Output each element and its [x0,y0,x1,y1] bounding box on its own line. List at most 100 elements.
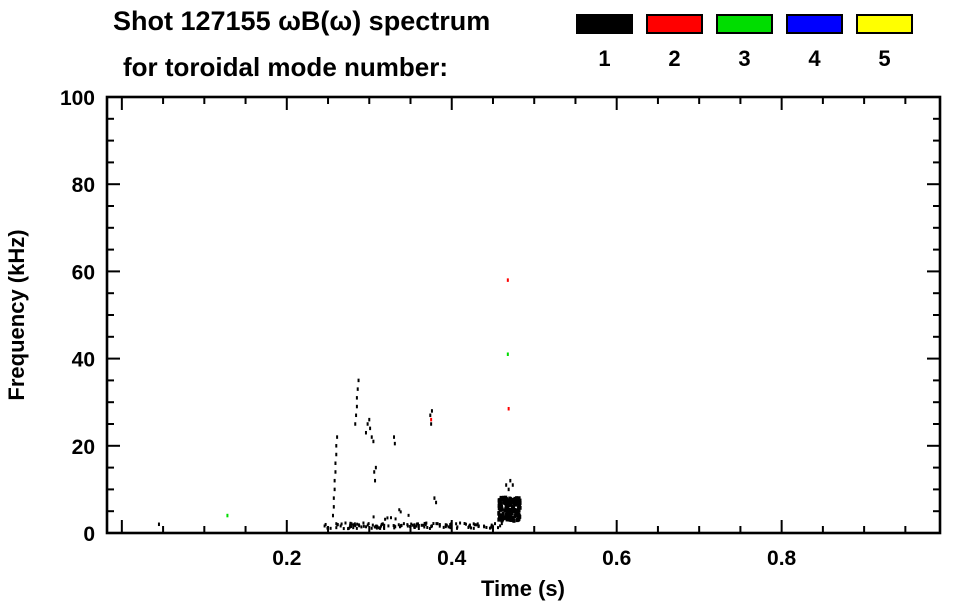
data-point-mode-1 [450,521,453,525]
data-point-mode-1 [362,521,365,525]
data-point-mode-1 [467,525,470,529]
data-point-mode-1 [342,527,345,531]
data-point-mode-1 [435,500,438,505]
data-point-mode-1 [329,526,332,530]
data-point-mode-1 [507,487,510,492]
legend-label-mode-1: 1 [598,46,611,71]
data-point-mode-1 [423,521,426,525]
data-point-mode-1 [509,508,513,513]
data-point-mode-1 [488,526,491,530]
data-point-mode-1 [355,404,358,409]
data-point-mode-1 [509,478,512,483]
data-point-mode-1 [444,525,447,529]
data-point-mode-1 [514,511,518,516]
data-point-mode-3 [506,352,509,356]
y-tick-label: 40 [72,349,95,372]
data-point-mode-1 [505,512,509,517]
data-point-mode-1 [366,523,369,527]
data-point-mode-1 [370,526,373,530]
data-point-mode-1 [429,413,432,418]
legend-swatch-mode-2 [646,14,703,34]
data-point-mode-1 [423,525,426,529]
data-point-mode-1 [500,515,504,520]
data-point-mode-1 [365,525,368,529]
data-point-mode-1 [502,496,506,501]
data-point-mode-1 [490,523,493,527]
data-point-mode-1 [425,521,428,525]
data-point-mode-1 [433,496,436,500]
legend-item-mode-2: 2 [646,14,703,70]
chart-subtitle: for toroidal mode number: [123,52,448,82]
data-point-mode-1 [497,526,500,530]
y-tick-label: 0 [83,523,95,546]
data-point-mode-1 [407,513,410,517]
x-tick-label: 0.4 [437,547,467,570]
data-point-mode-1 [497,503,501,508]
data-point-mode-1 [449,526,452,530]
data-point-mode-1 [383,526,386,530]
data-point-mode-1 [336,435,339,439]
data-point-mode-1 [430,409,433,413]
data-point-mode-1 [410,522,413,526]
data-point-mode-1 [402,522,405,526]
data-point-mode-1 [376,525,379,529]
data-point-mode-1 [334,470,337,474]
data-point-mode-1 [398,508,401,512]
data-point-mode-1 [508,517,512,522]
data-point-mode-1 [513,496,517,501]
data-point-mode-1 [326,526,329,530]
data-point-mode-1 [373,470,376,474]
data-point-mode-1 [445,523,448,527]
data-point-mode-1 [432,522,435,526]
data-point-mode-1 [377,526,380,530]
data-point-mode-1 [500,507,504,512]
data-point-mode-1 [513,514,517,519]
data-point-mode-1 [444,523,447,527]
data-point-mode-1 [339,524,342,528]
data-point-mode-1 [394,517,397,521]
data-point-mode-1 [497,501,501,506]
legend-swatch-mode-3 [716,14,773,34]
legend-label-mode-5: 5 [878,46,891,71]
data-point-mode-1 [387,524,390,528]
data-point-mode-1 [516,497,520,502]
data-point-mode-1 [472,526,475,530]
x-tick-label: 0.8 [767,547,797,570]
data-point-mode-1 [355,396,358,400]
data-point-mode-1 [468,523,471,527]
data-point-mode-1 [332,505,335,509]
data-point-mode-1 [366,422,369,426]
data-point-mode-1 [393,435,396,439]
data-point-mode-1 [374,465,377,470]
data-point-mode-1 [335,444,338,448]
data-point-mode-1 [369,426,372,431]
data-point-mode-1 [389,516,392,520]
legend-label-mode-3: 3 [738,46,751,71]
data-point-mode-1 [353,523,356,527]
data-point-mode-1 [336,523,339,527]
data-point-mode-1 [517,501,521,506]
data-point-mode-1 [455,526,458,530]
data-point-mode-1 [357,523,360,527]
data-point-mode-1 [323,524,326,528]
data-point-mode-1 [459,521,462,525]
data-point-mode-1 [340,522,343,526]
data-point-mode-1 [436,522,439,526]
data-point-mode-1 [335,452,338,457]
data-point-mode-1 [356,387,359,391]
data-point-mode-3 [226,513,229,518]
legend-label-mode-4: 4 [808,46,821,71]
data-point-mode-1 [497,517,501,522]
data-point-mode-1 [417,524,420,528]
data-point-mode-1 [426,525,429,529]
data-point-mode-1 [502,500,506,505]
data-point-mode-1 [483,524,486,528]
data-point-mode-1 [511,483,514,487]
data-point-mode-1 [497,510,501,515]
data-point-mode-1 [476,522,479,526]
x-axis-label: Time (s) [481,576,565,601]
data-point-mode-1 [371,523,374,527]
data-point-mode-1 [413,523,416,527]
data-point-mode-2 [507,406,510,411]
